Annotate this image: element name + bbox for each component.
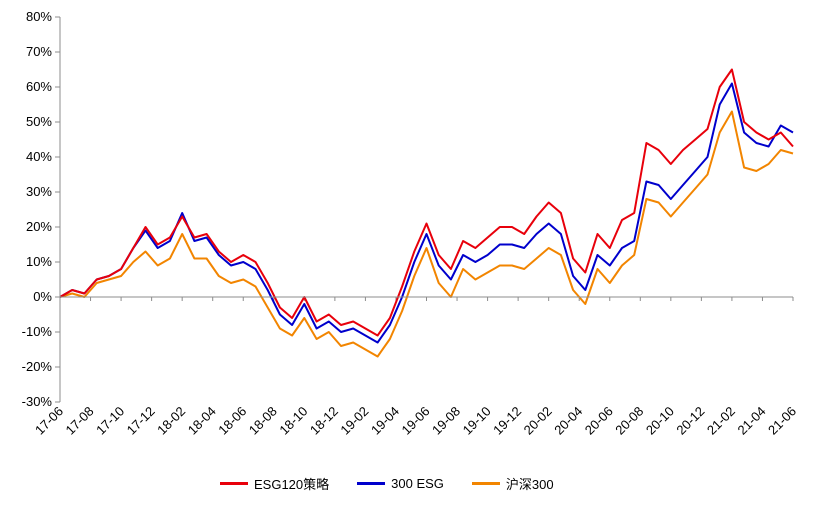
series-lines xyxy=(59,68,794,358)
x-tick-label: 20-02 xyxy=(521,404,555,438)
legend: ESG120策略 300 ESG 沪深300 xyxy=(220,474,554,493)
y-tick-label: 20% xyxy=(26,219,52,234)
legend-swatch-300esg xyxy=(357,482,386,485)
legend-label-esg120: ESG120策略 xyxy=(254,477,330,492)
legend-label-hs300: 沪深300 xyxy=(505,477,554,492)
x-tick-label: 20-06 xyxy=(582,404,616,438)
x-tick-label: 17-10 xyxy=(93,404,127,438)
x-tick-label: 18-04 xyxy=(185,404,219,438)
legend-swatch-hs300 xyxy=(471,482,500,485)
x-tick-label: 21-06 xyxy=(765,404,799,438)
x-tick-label: 20-08 xyxy=(612,404,646,438)
x-tick-label: 18-12 xyxy=(307,404,341,438)
y-tick-label: 30% xyxy=(26,184,52,199)
legend-item-hs300: 沪深300 xyxy=(471,474,554,493)
y-axis-ticks: 80% 70% 60% 50% 40% 30% 20% 10% 0% -10% -20% -30% xyxy=(22,9,60,409)
x-tick-label: 21-02 xyxy=(704,404,738,438)
x-tick-label: 20-10 xyxy=(643,404,677,438)
x-tick-label: 21-04 xyxy=(734,404,768,438)
x-tick-label: 17-12 xyxy=(124,404,158,438)
series-line-2 xyxy=(59,110,794,358)
x-tick-label: 20-12 xyxy=(673,404,707,438)
x-tick-label: 19-08 xyxy=(429,404,463,438)
y-tick-label: 40% xyxy=(26,149,52,164)
y-tick-label: -20% xyxy=(22,359,53,374)
x-tick-label: 18-08 xyxy=(246,404,280,438)
legend-item-300esg: 300 ESG xyxy=(357,476,444,491)
y-tick-label: -10% xyxy=(22,324,53,339)
x-tick-label: 20-04 xyxy=(551,404,585,438)
y-tick-label: -30% xyxy=(22,394,53,409)
y-tick-label: 60% xyxy=(26,79,52,94)
series-line-1 xyxy=(59,82,794,344)
x-tick-label: 17-08 xyxy=(63,404,97,438)
x-axis-ticks: 17-0617-0817-1017-1218-0218-0418-0618-08… xyxy=(32,297,799,438)
y-tick-label: 80% xyxy=(26,9,52,24)
y-tick-label: 70% xyxy=(26,44,52,59)
x-tick-label: 19-02 xyxy=(337,404,371,438)
y-tick-label: 50% xyxy=(26,114,52,129)
x-tick-label: 19-12 xyxy=(490,404,524,438)
y-tick-label: 0% xyxy=(33,289,52,304)
x-tick-label: 18-10 xyxy=(276,404,310,438)
x-tick-label: 18-02 xyxy=(154,404,188,438)
legend-swatch-esg120 xyxy=(220,482,248,485)
legend-item-esg120: ESG120策略 xyxy=(220,474,329,493)
series-line-0 xyxy=(59,68,794,337)
x-tick-label: 18-06 xyxy=(215,404,249,438)
x-tick-label: 19-10 xyxy=(460,404,494,438)
x-tick-label: 19-06 xyxy=(399,404,433,438)
x-tick-label: 19-04 xyxy=(368,404,402,438)
legend-label-300esg: 300 ESG xyxy=(391,476,444,491)
y-tick-label: 10% xyxy=(26,254,52,269)
